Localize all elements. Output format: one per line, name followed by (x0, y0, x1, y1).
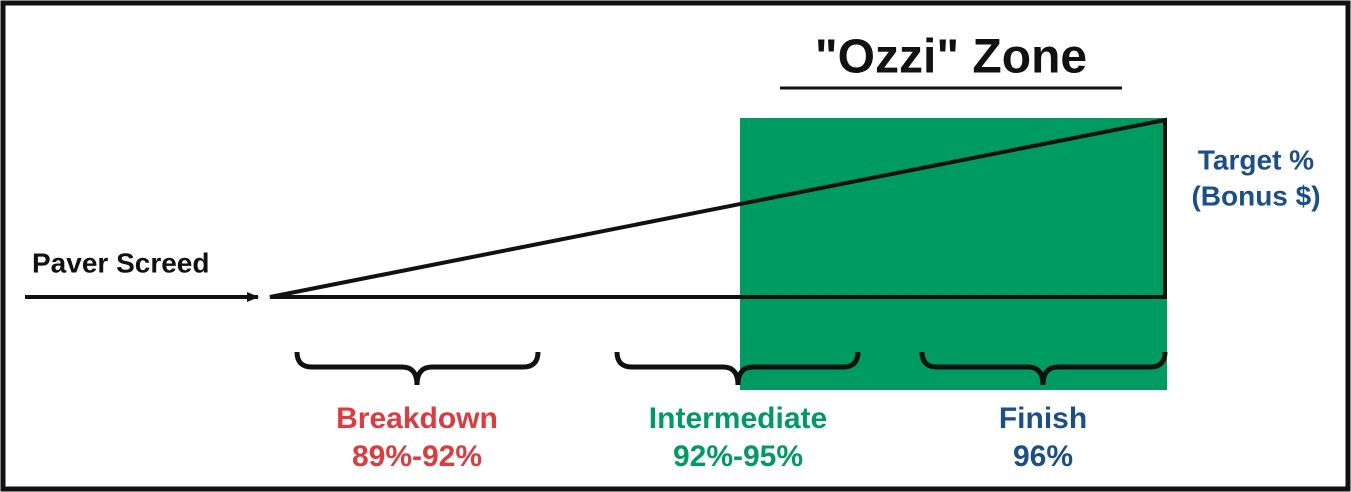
brace (294, 351, 541, 386)
target-label: Target % (1198, 144, 1314, 175)
compaction-wedge (269, 117, 1167, 299)
ozzi-zone-area (740, 118, 1167, 390)
zone-range: 92%-95% (673, 440, 803, 473)
zone-range: 96% (1013, 440, 1073, 473)
zone-range: 89%-92% (352, 440, 482, 473)
target-label: (Bonus $) (1191, 180, 1320, 211)
zone-name: Intermediate (649, 402, 827, 435)
zone-name: Finish (999, 402, 1087, 435)
zone-name: Breakdown (336, 402, 498, 435)
brace (919, 351, 1168, 386)
brace (614, 351, 861, 386)
title: "Ozzi" Zone (815, 31, 1087, 84)
input-label: Paver Screed (32, 247, 209, 278)
